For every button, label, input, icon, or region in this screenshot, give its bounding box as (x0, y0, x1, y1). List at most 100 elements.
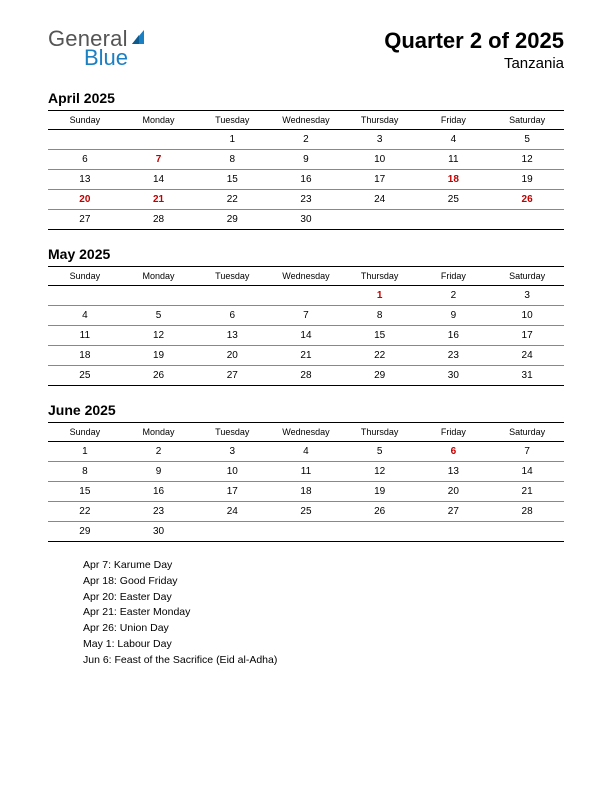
day-cell: 23 (269, 190, 343, 210)
table-row: 27282930 (48, 210, 564, 230)
month-title: May 2025 (48, 246, 564, 262)
holiday-line: Apr 21: Easter Monday (83, 605, 564, 621)
weekday-header: Thursday (343, 267, 417, 286)
holiday-line: Apr 26: Union Day (83, 621, 564, 637)
holidays-list: Apr 7: Karume DayApr 18: Good Friday Apr … (83, 558, 564, 668)
day-cell: 7 (269, 306, 343, 326)
day-cell: 14 (269, 326, 343, 346)
month-title: June 2025 (48, 402, 564, 418)
month-title: April 2025 (48, 90, 564, 106)
day-cell: 4 (269, 442, 343, 462)
day-cell: 22 (195, 190, 269, 210)
day-cell: 3 (195, 442, 269, 462)
day-cell: 1 (195, 130, 269, 150)
day-cell: 11 (269, 462, 343, 482)
day-cell: 15 (195, 170, 269, 190)
day-cell: 25 (269, 502, 343, 522)
day-cell: 9 (269, 150, 343, 170)
day-cell: 26 (122, 366, 196, 386)
day-cell (490, 210, 564, 230)
table-row: 22232425262728 (48, 502, 564, 522)
table-row: 1234567 (48, 442, 564, 462)
day-cell: 13 (417, 462, 491, 482)
day-cell: 5 (343, 442, 417, 462)
day-cell: 16 (417, 326, 491, 346)
logo-text-1: General (48, 26, 128, 51)
day-cell (269, 522, 343, 542)
sail-icon (132, 30, 148, 46)
day-cell: 26 (343, 502, 417, 522)
day-cell: 24 (343, 190, 417, 210)
day-cell: 2 (122, 442, 196, 462)
table-row: 12345 (48, 130, 564, 150)
day-cell: 12 (490, 150, 564, 170)
month-block: April 2025 SundayMondayTuesdayWednesdayTh… (48, 90, 564, 230)
day-cell: 18 (269, 482, 343, 502)
day-cell: 8 (48, 462, 122, 482)
logo: General Blue (48, 28, 128, 69)
day-cell: 13 (48, 170, 122, 190)
day-cell: 20 (195, 346, 269, 366)
day-cell: 25 (417, 190, 491, 210)
day-cell: 29 (48, 522, 122, 542)
weekday-header: Wednesday (269, 423, 343, 442)
table-row: 25262728293031 (48, 366, 564, 386)
day-cell: 1 (343, 286, 417, 306)
day-cell: 19 (343, 482, 417, 502)
weekday-header: Tuesday (195, 423, 269, 442)
table-row: 45678910 (48, 306, 564, 326)
day-cell (48, 286, 122, 306)
holiday-line: Apr 18: Good Friday (83, 574, 564, 590)
day-cell: 23 (417, 346, 491, 366)
weekday-header: Friday (417, 423, 491, 442)
table-row: 15161718192021 (48, 482, 564, 502)
day-cell: 9 (122, 462, 196, 482)
weekday-header: Monday (122, 267, 196, 286)
day-cell: 28 (122, 210, 196, 230)
calendar-table: SundayMondayTuesdayWednesdayThursdayFrid… (48, 110, 564, 230)
day-cell: 5 (122, 306, 196, 326)
table-row: 20212223242526 (48, 190, 564, 210)
day-cell: 15 (48, 482, 122, 502)
day-cell (122, 130, 196, 150)
day-cell: 11 (48, 326, 122, 346)
day-cell: 23 (122, 502, 196, 522)
calendar-table: SundayMondayTuesdayWednesdayThursdayFrid… (48, 422, 564, 542)
calendar-table: SundayMondayTuesdayWednesdayThursdayFrid… (48, 266, 564, 386)
calendars-container: April 2025SundayMondayTuesdayWednesdayTh… (48, 90, 564, 542)
day-cell: 21 (269, 346, 343, 366)
day-cell: 7 (122, 150, 196, 170)
day-cell (343, 522, 417, 542)
table-row: 2930 (48, 522, 564, 542)
weekday-header: Saturday (490, 111, 564, 130)
day-cell (195, 286, 269, 306)
weekday-header: Monday (122, 111, 196, 130)
weekday-header: Monday (122, 423, 196, 442)
day-cell: 18 (417, 170, 491, 190)
day-cell: 24 (490, 346, 564, 366)
weekday-header: Wednesday (269, 267, 343, 286)
holiday-line: Apr 7: Karume Day (83, 558, 564, 574)
table-row: 18192021222324 (48, 346, 564, 366)
weekday-header: Wednesday (269, 111, 343, 130)
day-cell: 30 (417, 366, 491, 386)
weekday-header: Saturday (490, 267, 564, 286)
day-cell (48, 130, 122, 150)
day-cell: 6 (48, 150, 122, 170)
weekday-header: Friday (417, 111, 491, 130)
day-cell: 30 (122, 522, 196, 542)
day-cell: 25 (48, 366, 122, 386)
day-cell: 28 (490, 502, 564, 522)
holiday-line: May 1: Labour Day (83, 637, 564, 653)
day-cell: 17 (343, 170, 417, 190)
day-cell: 24 (195, 502, 269, 522)
weekday-header: Sunday (48, 111, 122, 130)
day-cell: 6 (417, 442, 491, 462)
day-cell: 27 (48, 210, 122, 230)
table-row: 891011121314 (48, 462, 564, 482)
day-cell: 7 (490, 442, 564, 462)
day-cell: 10 (490, 306, 564, 326)
day-cell: 21 (490, 482, 564, 502)
day-cell: 1 (48, 442, 122, 462)
page-subtitle: Tanzania (384, 55, 564, 72)
